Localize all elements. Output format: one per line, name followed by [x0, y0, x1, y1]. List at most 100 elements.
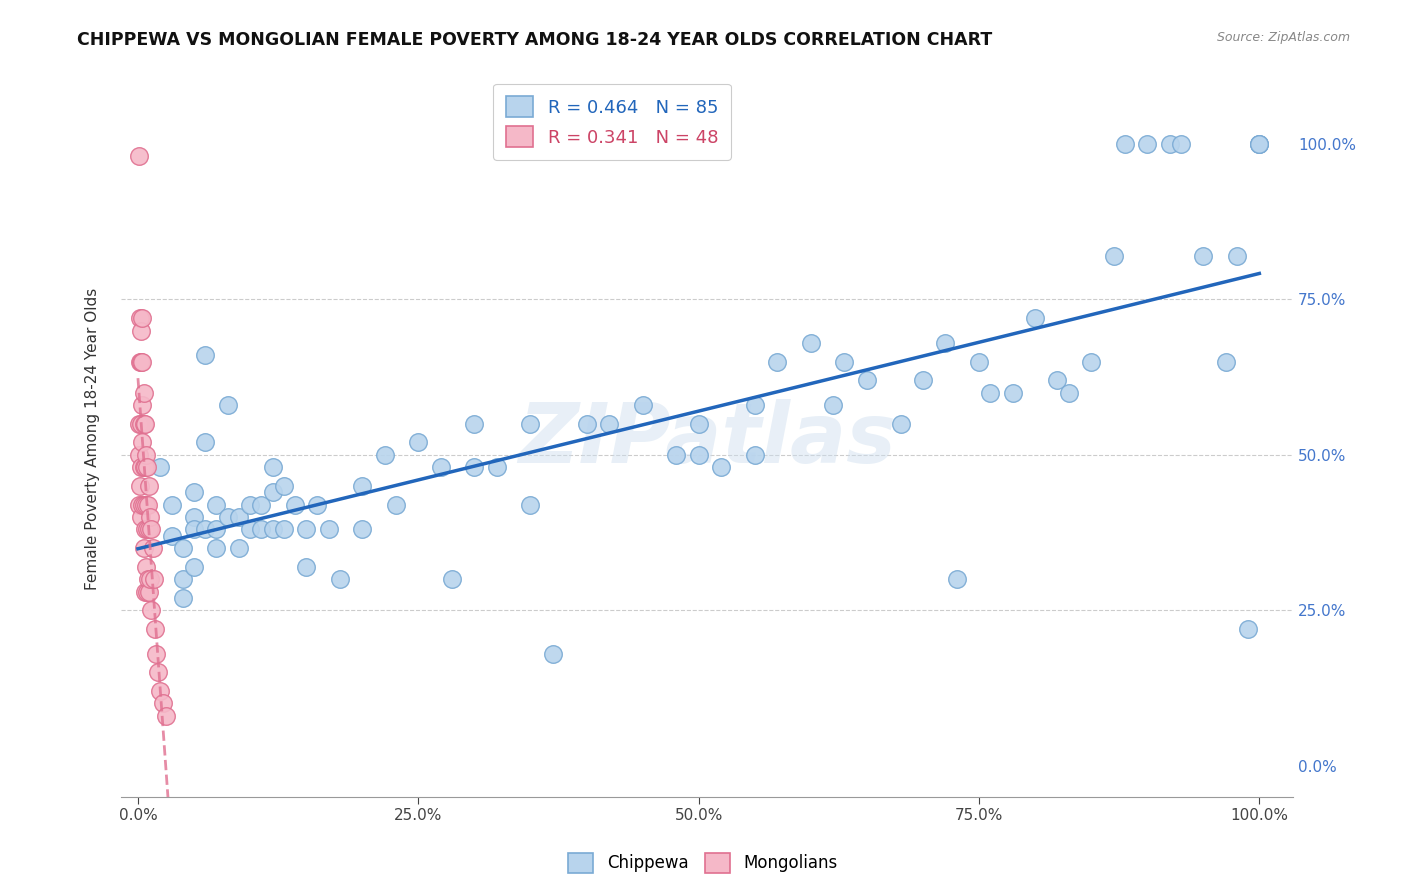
Point [250, 523, 273, 537]
Point [541, 647, 564, 661]
Point [134, 460, 156, 475]
Point [205, 541, 228, 555]
Point [141, 523, 163, 537]
Point [352, 523, 374, 537]
Point [329, 572, 352, 586]
Point [262, 523, 284, 537]
Point [139, 510, 162, 524]
Point [688, 417, 710, 431]
Point [131, 510, 153, 524]
Point [408, 435, 430, 450]
Point [744, 398, 766, 412]
Point [183, 510, 205, 524]
Point [1136, 136, 1159, 151]
Point [1114, 136, 1136, 151]
Point [856, 373, 879, 387]
Point [146, 665, 169, 680]
Point [217, 398, 239, 412]
Point [132, 417, 155, 431]
Point [128, 498, 150, 512]
Point [665, 448, 688, 462]
Point [228, 510, 250, 524]
Point [131, 498, 153, 512]
Point [205, 498, 228, 512]
Point [152, 697, 174, 711]
Point [134, 417, 156, 431]
Point [1046, 373, 1069, 387]
Point [250, 498, 273, 512]
Point [129, 311, 152, 326]
Point [129, 354, 152, 368]
Point [307, 498, 329, 512]
Point [945, 572, 967, 586]
Point [1192, 249, 1215, 263]
Point [131, 460, 153, 475]
Point [135, 448, 157, 462]
Point [142, 572, 165, 586]
Point [136, 498, 159, 512]
Point [138, 584, 160, 599]
Point [744, 448, 766, 462]
Point [134, 523, 156, 537]
Text: ZIPatlas: ZIPatlas [519, 399, 896, 480]
Point [979, 385, 1001, 400]
Point [273, 523, 295, 537]
Point [135, 523, 157, 537]
Point [519, 417, 541, 431]
Point [131, 354, 153, 368]
Point [1170, 136, 1192, 151]
Point [131, 435, 153, 450]
Point [132, 541, 155, 555]
Point [800, 335, 823, 350]
Point [143, 622, 166, 636]
Point [131, 354, 153, 368]
Point [1249, 136, 1271, 151]
Point [485, 460, 508, 475]
Point [132, 385, 155, 400]
Point [155, 709, 177, 723]
Point [129, 479, 152, 493]
Point [1102, 249, 1125, 263]
Point [139, 572, 162, 586]
Point [262, 485, 284, 500]
Point [131, 324, 153, 338]
Legend: R = 0.464   N = 85, R = 0.341   N = 48: R = 0.464 N = 85, R = 0.341 N = 48 [494, 84, 731, 160]
Point [205, 523, 228, 537]
Point [429, 460, 451, 475]
Point [318, 523, 340, 537]
Point [172, 591, 194, 605]
Point [1001, 385, 1024, 400]
Point [149, 460, 172, 475]
Point [463, 417, 485, 431]
Point [1237, 622, 1260, 636]
Point [172, 572, 194, 586]
Point [273, 479, 295, 493]
Point [131, 417, 153, 431]
Point [295, 523, 318, 537]
Text: Source: ZipAtlas.com: Source: ZipAtlas.com [1216, 31, 1350, 45]
Point [183, 485, 205, 500]
Point [135, 584, 157, 599]
Point [135, 498, 157, 512]
Point [295, 559, 318, 574]
Point [194, 435, 217, 450]
Point [1215, 354, 1237, 368]
Point [1226, 249, 1249, 263]
Point [1249, 136, 1271, 151]
Point [228, 541, 250, 555]
Point [1080, 354, 1102, 368]
Point [134, 584, 156, 599]
Point [135, 460, 157, 475]
Point [710, 460, 733, 475]
Point [519, 498, 541, 512]
Point [131, 398, 153, 412]
Point [131, 311, 153, 326]
Point [688, 448, 710, 462]
Text: CHIPPEWA VS MONGOLIAN FEMALE POVERTY AMONG 18-24 YEAR OLDS CORRELATION CHART: CHIPPEWA VS MONGOLIAN FEMALE POVERTY AMO… [77, 31, 993, 49]
Point [262, 460, 284, 475]
Point [889, 417, 911, 431]
Point [911, 373, 934, 387]
Point [440, 572, 463, 586]
Point [463, 460, 485, 475]
Point [352, 479, 374, 493]
